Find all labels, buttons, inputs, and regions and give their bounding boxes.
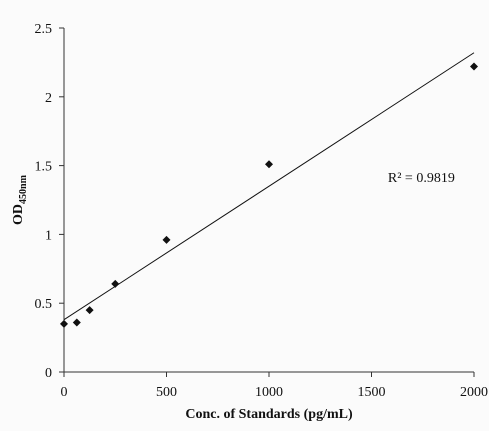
trendline-group: [63, 52, 475, 321]
x-axis-title: Conc. of Standards (pg/mL): [185, 407, 353, 422]
x-tick-label: 500: [156, 385, 177, 400]
y-tick-label: 0: [45, 366, 52, 381]
data-points: [60, 62, 478, 328]
y-tick-label: 2.5: [35, 22, 53, 37]
data-point: [470, 62, 478, 71]
x-tick-label: 0: [61, 385, 68, 400]
data-point: [72, 318, 81, 327]
data-point: [111, 279, 120, 288]
y-tick-label: 1: [45, 228, 52, 243]
data-point: [85, 306, 94, 315]
data-point: [265, 160, 273, 169]
y-tick-label: 1.5: [35, 160, 53, 175]
x-tick-label: 2000: [460, 385, 488, 400]
y-axis-title-subscript: 450nm: [18, 174, 29, 204]
axes: [63, 28, 474, 373]
trendline: [63, 52, 475, 321]
y-axis-title-main: OD: [11, 204, 26, 225]
data-point: [162, 235, 171, 244]
y-tick-label: 2: [45, 91, 52, 106]
y-tick-label: 0.5: [35, 297, 53, 312]
annotations: R² = 0.9819: [388, 171, 455, 186]
x-tick-label: 1500: [358, 385, 386, 400]
y-axis-title: OD450nm: [11, 174, 29, 225]
axis-titles: Conc. of Standards (pg/mL) OD450nm: [11, 174, 353, 422]
r-squared-annotation: R² = 0.9819: [388, 171, 455, 186]
ticks: 0 0.5 1 1.5 2 2.5 0 500 1000 1500 2000: [35, 22, 489, 400]
x-tick-label: 1000: [255, 385, 283, 400]
data-point: [60, 319, 68, 328]
